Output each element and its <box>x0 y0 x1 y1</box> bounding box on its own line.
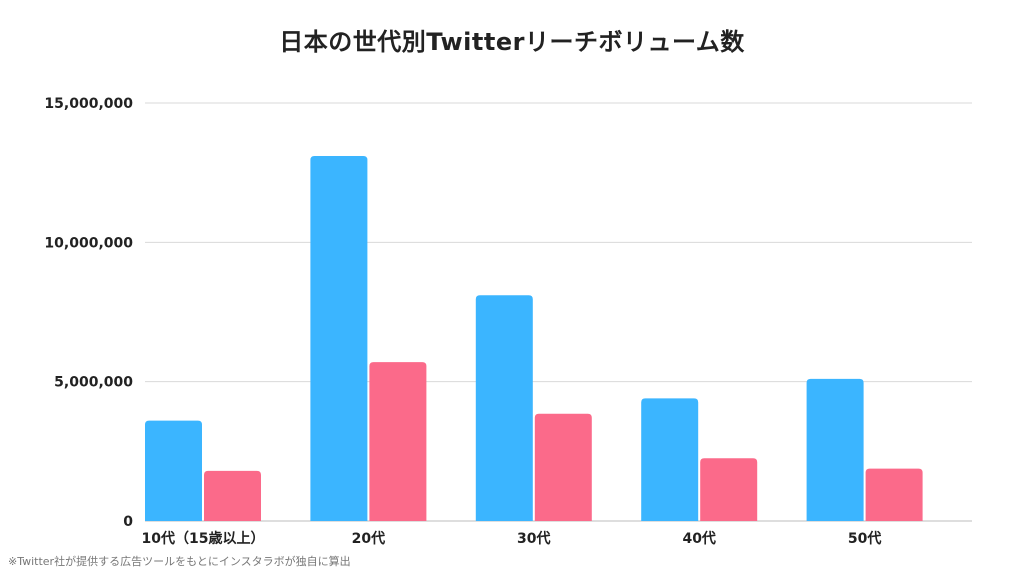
y-tick-label: 10,000,000 <box>44 235 133 251</box>
bar-series-2 <box>369 362 427 521</box>
y-tick-label: 0 <box>123 514 133 530</box>
bar-series-1 <box>310 155 368 522</box>
y-axis-tick-labels: 0 5,000,000 10,000,000 15,000,000 <box>44 96 133 530</box>
bar-series-2 <box>204 470 261 521</box>
x-tick-label: 50代 <box>848 530 881 547</box>
bar-series-1 <box>145 420 202 521</box>
x-tick-label: 40代 <box>682 530 715 547</box>
bar-series-2 <box>534 413 592 521</box>
bar-series-2 <box>865 468 923 521</box>
bar-series-2 <box>700 458 758 521</box>
chart-title: 日本の世代別Twitterリーチボリューム数 <box>279 28 745 56</box>
x-tick-label: 20代 <box>352 530 385 547</box>
x-axis-tick-labels: 10代（15歳以上） 20代 30代 40代 50代 <box>142 530 882 547</box>
source-footnote: ※Twitter社が提供する広告ツールをもとにインスタラボが独自に算出 <box>8 555 351 568</box>
y-tick-label: 15,000,000 <box>44 96 133 112</box>
bars <box>145 155 923 522</box>
bar-series-1 <box>475 295 533 521</box>
y-tick-label: 5,000,000 <box>54 375 133 391</box>
bar-series-1 <box>641 398 699 521</box>
x-tick-label: 10代（15歳以上） <box>142 530 265 547</box>
bar-series-1 <box>806 378 864 521</box>
x-tick-label: 30代 <box>517 530 550 547</box>
